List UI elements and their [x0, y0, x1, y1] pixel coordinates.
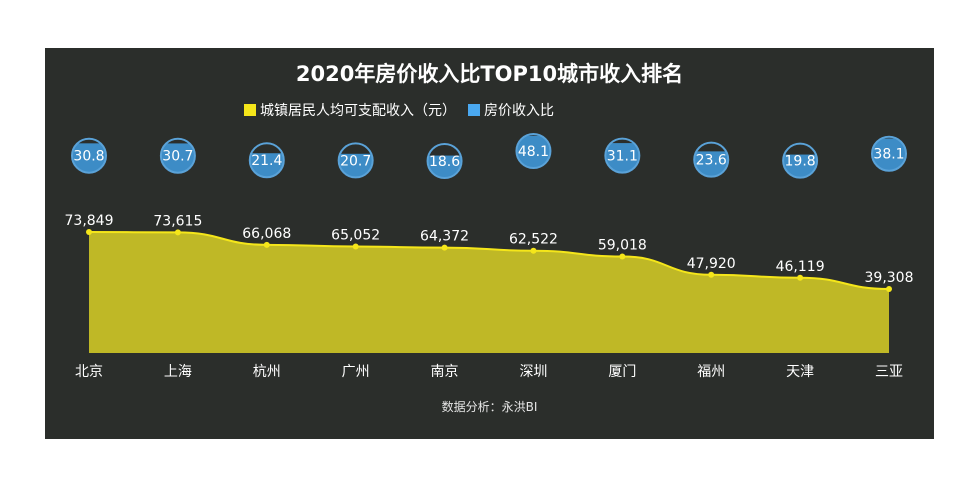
ratio-bubble[interactable]	[337, 142, 374, 179]
ratio-label: 30.7	[162, 149, 193, 165]
income-label: 65,052	[331, 228, 380, 244]
ratio-bubble[interactable]	[782, 142, 819, 179]
income-label: 73,849	[65, 213, 114, 229]
x-axis-label: 杭州	[253, 364, 281, 380]
x-axis-label: 上海	[164, 364, 192, 380]
legend-item-income[interactable]: 城镇居民人均可支配收入（元）	[244, 100, 456, 120]
ratio-bubble[interactable]	[426, 143, 463, 179]
ratio-bubble-liquid	[338, 153, 373, 178]
income-point[interactable]	[797, 274, 804, 281]
income-label: 46,119	[776, 259, 825, 275]
x-axis-label: 广州	[342, 364, 370, 380]
ratio-bubble[interactable]	[604, 137, 641, 174]
chart-panel: 2020年房价收入比TOP10城市收入排名 城镇居民人均可支配收入（元） 房价收…	[45, 48, 934, 439]
ratio-bubble[interactable]	[871, 135, 907, 172]
income-point[interactable]	[441, 244, 448, 251]
income-point[interactable]	[263, 241, 270, 248]
income-label: 59,018	[598, 237, 647, 253]
income-point[interactable]	[174, 229, 181, 236]
legend-swatch-blue-icon	[468, 104, 480, 116]
ratio-label: 21.4	[251, 153, 282, 169]
x-axis-label: 深圳	[519, 364, 547, 380]
income-label: 47,920	[687, 256, 736, 272]
income-point[interactable]	[708, 271, 715, 278]
ratio-label: 20.7	[340, 153, 371, 169]
ratio-label: 30.8	[73, 149, 104, 165]
ratio-bubble[interactable]	[515, 133, 552, 169]
income-label: 39,308	[865, 270, 914, 286]
source-note: 数据分析：永洪BI	[441, 400, 538, 414]
legend-item-ratio[interactable]: 房价收入比	[468, 100, 554, 120]
ratio-bubble[interactable]	[693, 141, 730, 178]
income-point[interactable]	[886, 286, 892, 292]
income-point[interactable]	[530, 247, 537, 254]
x-axis-label: 南京	[431, 364, 459, 380]
legend-label-income: 城镇居民人均可支配收入（元）	[260, 103, 456, 119]
ratio-bubble-liquid	[427, 155, 462, 178]
ratio-label: 31.1	[607, 149, 638, 165]
chart-title: 2020年房价收入比TOP10城市收入排名	[295, 62, 684, 86]
ratio-label: 19.8	[785, 154, 816, 170]
plot-area: 73,849 北京 73,615 上海 66,068 杭州 65,052 广州 64,372 南京…	[65, 133, 914, 380]
legend-label-ratio: 房价收入比	[484, 103, 554, 119]
income-label: 64,372	[420, 229, 469, 245]
ratio-bubble[interactable]	[248, 142, 285, 179]
income-point[interactable]	[619, 253, 626, 260]
income-area	[89, 232, 889, 353]
ratio-bubble[interactable]	[71, 137, 107, 174]
x-axis-label: 北京	[75, 364, 103, 380]
ratio-label: 48.1	[518, 144, 549, 160]
ratio-bubble[interactable]	[159, 137, 196, 174]
income-label: 73,615	[153, 213, 202, 229]
x-axis-label: 天津	[786, 364, 814, 380]
x-axis-label: 三亚	[875, 364, 903, 380]
x-axis-label: 福州	[697, 364, 725, 380]
chart-legend: 城镇居民人均可支配收入（元） 房价收入比	[244, 100, 560, 120]
legend-swatch-yellow-icon	[244, 104, 256, 116]
ratio-bubble-liquid	[783, 154, 818, 178]
income-line	[88, 231, 890, 290]
income-point[interactable]	[86, 229, 92, 235]
ratio-label: 23.6	[696, 153, 727, 169]
x-axis-label: 厦门	[608, 364, 636, 380]
ratio-label: 18.6	[429, 154, 460, 170]
income-label: 66,068	[242, 226, 291, 242]
income-point[interactable]	[352, 243, 359, 250]
income-label: 62,522	[509, 232, 558, 248]
ratio-label: 38.1	[873, 147, 904, 163]
